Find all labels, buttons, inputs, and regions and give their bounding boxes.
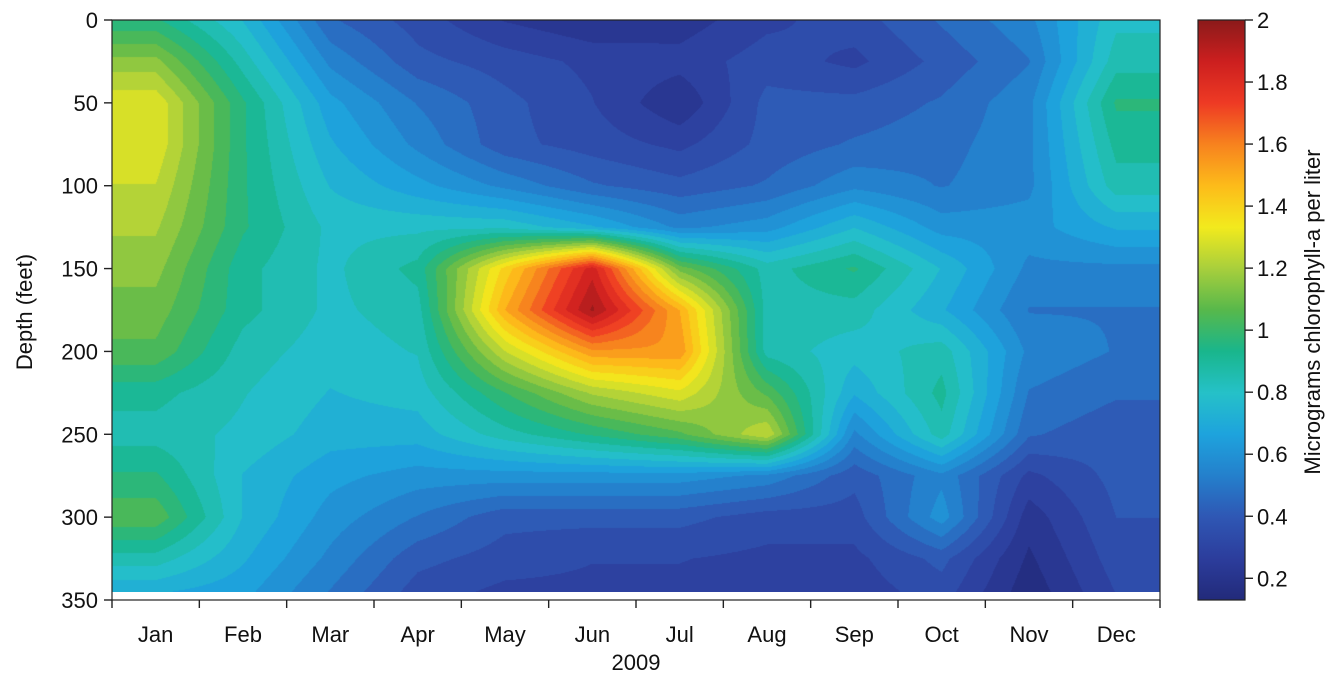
y-tick-label: 150: [61, 257, 98, 282]
colorbar-tick-label: 0.4: [1257, 504, 1288, 529]
colorbar-tick-label: 1: [1257, 318, 1269, 343]
colorbar-tick-label: 0.8: [1257, 380, 1288, 405]
y-tick-label: 100: [61, 174, 98, 199]
colorbar-tick-label: 2: [1257, 8, 1269, 33]
y-tick-label: 250: [61, 422, 98, 447]
heatmap-surface: [112, 20, 1160, 592]
y-tick-label: 200: [61, 339, 98, 364]
x-tick-label: Aug: [747, 622, 786, 647]
colorbar-gradient: [1197, 19, 1246, 601]
y-tick-label: 50: [74, 91, 98, 116]
x-axis: Jan Feb Mar Apr May Jun Jul Aug Sep Oct Nov Dec: [111, 600, 1161, 647]
colorbar-tick-label: 1.4: [1257, 194, 1288, 219]
x-axis-label: 2009: [612, 650, 661, 675]
x-tick-label: Feb: [224, 622, 262, 647]
x-tick-label: Sep: [835, 622, 874, 647]
colorbar-tick-label: 0.6: [1257, 442, 1288, 467]
x-tick-label: Nov: [1009, 622, 1048, 647]
colorbar: 0.2 0.4 0.6 0.8 1 1.2 1.4 1.6 1.8 2: [1197, 8, 1288, 601]
colorbar-tick-label: 1.2: [1257, 256, 1288, 281]
x-tick-label: Dec: [1097, 622, 1136, 647]
colorbar-tick-label: 0.2: [1257, 566, 1288, 591]
x-tick-label: Jan: [138, 622, 173, 647]
colorbar-label: Micrograms chlorophyll-a per liter: [1300, 149, 1325, 474]
x-tick-label: May: [484, 622, 526, 647]
x-tick-label: Jul: [666, 622, 694, 647]
colorbar-tick-label: 1.6: [1257, 132, 1288, 157]
x-tick-label: Oct: [925, 622, 959, 647]
x-tick-label: Apr: [401, 622, 435, 647]
colorbar-tick-label: 1.8: [1257, 70, 1288, 95]
plot-area: [111, 19, 1161, 601]
y-tick-label: 300: [61, 505, 98, 530]
y-tick-label: 0: [86, 8, 98, 33]
x-tick-label: Jun: [575, 622, 610, 647]
y-axis-label: Depth (feet): [12, 254, 37, 370]
y-tick-label: 350: [61, 588, 98, 613]
y-axis: 0 50 100 150 200 250 300 350: [61, 8, 112, 613]
x-tick-label: Mar: [311, 622, 349, 647]
